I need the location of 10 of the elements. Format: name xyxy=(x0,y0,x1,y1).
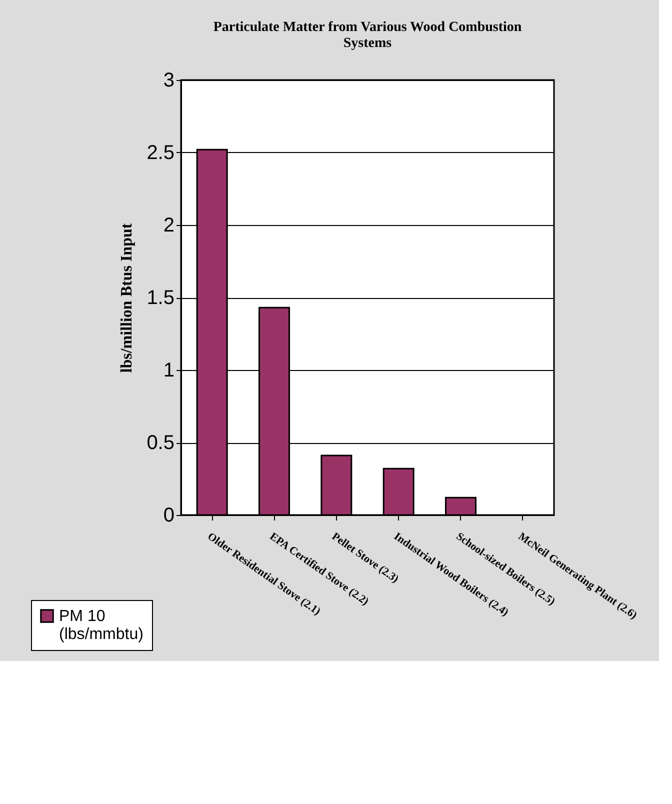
chart-title: Particulate Matter from Various Wood Combustion Systems xyxy=(213,20,522,51)
y-tick-label: 3 xyxy=(163,70,174,92)
legend-label: PM 10 (lbs/mmbtu) xyxy=(59,608,144,643)
y-axis-title: lbs/million Btus Input xyxy=(118,222,136,373)
y-tick-label: 2 xyxy=(163,214,174,236)
y-tick-label: 1 xyxy=(163,360,174,382)
y-tick-label: 2.5 xyxy=(146,142,174,164)
y-tick-label: 1.5 xyxy=(146,287,174,309)
y-tick-label: 0.5 xyxy=(146,432,174,454)
y-tick-label: 0 xyxy=(163,504,174,526)
